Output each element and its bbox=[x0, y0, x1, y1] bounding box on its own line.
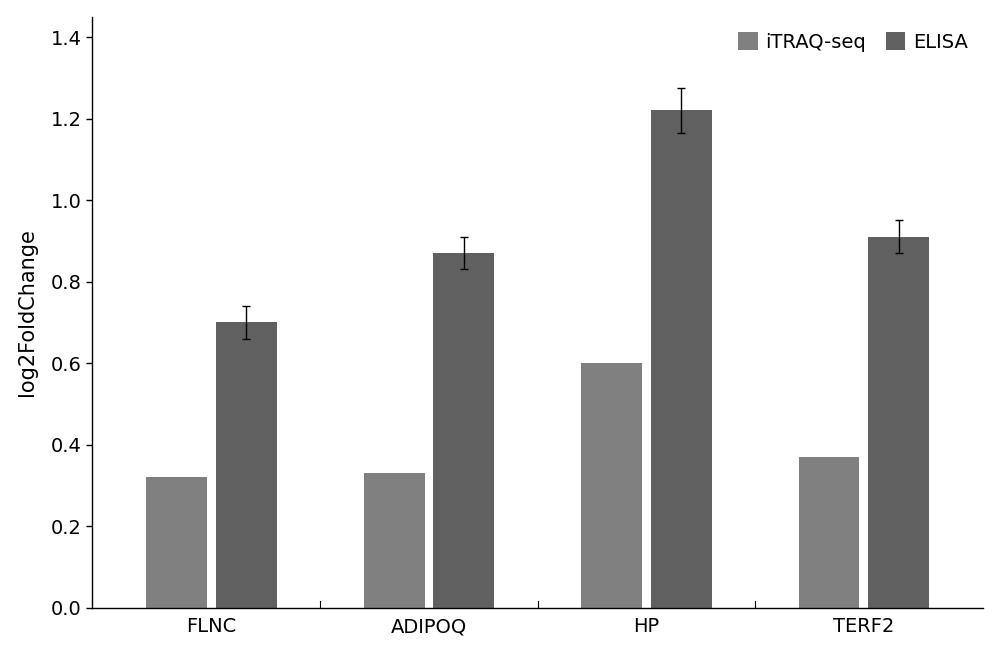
Bar bbox=[433, 253, 494, 607]
Legend: iTRAQ-seq, ELISA: iTRAQ-seq, ELISA bbox=[732, 26, 974, 57]
Bar bbox=[799, 457, 859, 607]
Bar bbox=[651, 110, 712, 607]
Y-axis label: log2FoldChange: log2FoldChange bbox=[17, 228, 37, 396]
Bar bbox=[364, 473, 425, 607]
Bar bbox=[868, 237, 929, 607]
Bar bbox=[216, 323, 277, 607]
Bar bbox=[581, 363, 642, 607]
Bar bbox=[146, 477, 207, 607]
